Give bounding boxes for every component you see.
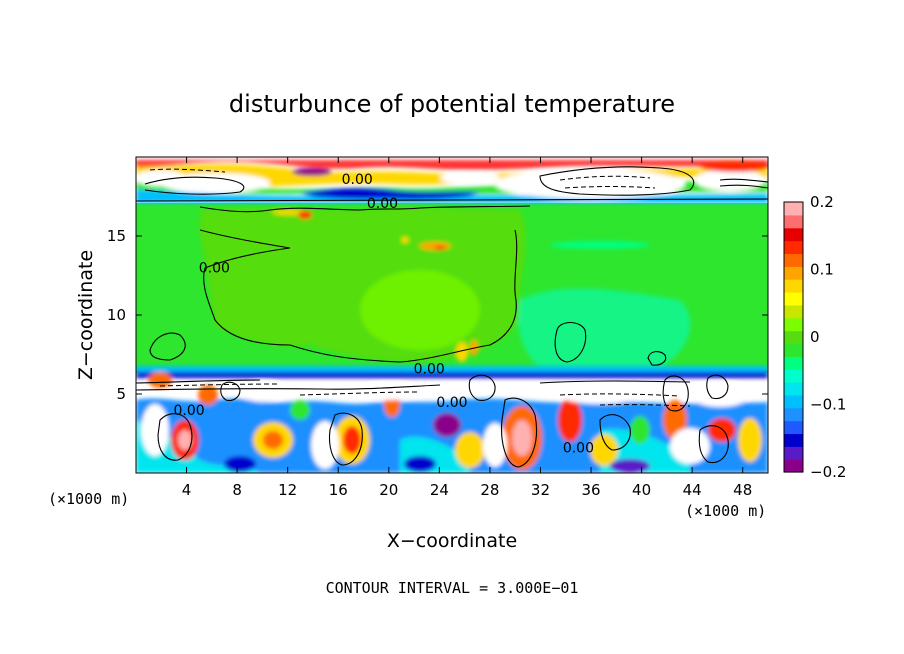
colorbar-swatch (784, 214, 803, 229)
plot-area (136, 157, 768, 473)
colorbar-swatch (784, 420, 803, 435)
x-tick-label: 44 (683, 481, 702, 499)
contour-lines-dashed (149, 168, 691, 407)
contour-label: 0.00 (436, 395, 467, 411)
colorbar-tick-label: 0.1 (810, 261, 834, 279)
contour-labels: 0.00 0.00 0.00 0.00 0.00 0.00 0.00 (174, 172, 594, 457)
colorbar: 0.2 0.1 0 −0.1 −0.2 (783, 193, 846, 481)
colorbar-swatch (784, 382, 803, 396)
colorbar-swatch (784, 459, 803, 473)
y-tick-label: 5 (116, 385, 126, 403)
colorbar-swatch (784, 343, 803, 357)
colorbar-swatch (784, 369, 803, 383)
colorbar-swatch (784, 292, 803, 306)
contour-label: 0.00 (174, 403, 205, 419)
contour-lines (136, 166, 768, 468)
contour-interval-note: CONTOUR INTERVAL = 3.000E−01 (326, 579, 579, 597)
colorbar-swatch (784, 330, 803, 345)
x-tick-label: 16 (329, 481, 348, 499)
contour-label: 0.00 (199, 261, 230, 277)
x-tick-label: 36 (581, 481, 600, 499)
x-tick-label: 8 (232, 481, 242, 499)
chart-title: disturbunce of potential temperature (229, 90, 675, 118)
colorbar-swatch (784, 279, 803, 293)
x-tick-label: 24 (430, 481, 449, 499)
colorbar-swatch (784, 202, 803, 216)
colorbar-swatch (784, 433, 803, 447)
heatmap-upper-band (136, 160, 768, 203)
x-axis-label: X−coordinate (387, 530, 517, 552)
colorbar-swatch (784, 446, 803, 460)
x-tick-label: 20 (379, 481, 398, 499)
x-tick-label: 40 (632, 481, 651, 499)
colorbar-swatch (784, 227, 803, 242)
colorbar-tick-label: 0 (810, 328, 820, 346)
colorbar-swatch (784, 407, 803, 422)
colorbar-swatch (784, 317, 803, 332)
contour-label: 0.00 (367, 196, 398, 212)
colorbar-tick-label: −0.1 (810, 396, 846, 414)
x-tick-label: 32 (531, 481, 550, 499)
x-unit-right: (×1000 m) (685, 502, 766, 520)
x-tick-label: 4 (182, 481, 192, 499)
colorbar-swatch (784, 394, 803, 409)
x-tick-label: 28 (480, 481, 499, 499)
contour-label: 0.00 (414, 362, 445, 378)
colorbar-tick-label: 0.2 (810, 193, 834, 211)
colorbar-swatch (784, 253, 803, 267)
heatmap-free-troposphere (200, 206, 691, 368)
contour-label: 0.00 (342, 172, 373, 188)
contour-label: 0.00 (563, 441, 594, 457)
colorbar-swatch (784, 240, 803, 255)
colorbar-swatch (784, 356, 803, 370)
x-tick-label: 48 (733, 481, 752, 499)
x-tick-label: 12 (278, 481, 297, 499)
y-axis-label: Z−coordinate (75, 250, 97, 380)
colorbar-tick-label: −0.2 (810, 463, 846, 481)
colorbar-frame (783, 201, 804, 473)
y-tick-label: 15 (107, 227, 126, 245)
colorbar-swatch (784, 266, 803, 280)
colorbar-swatch (784, 304, 803, 319)
heatmap-boundary-layer (136, 366, 768, 473)
y-tick-label: 10 (107, 306, 126, 324)
x-unit-left: (×1000 m) (48, 490, 129, 508)
